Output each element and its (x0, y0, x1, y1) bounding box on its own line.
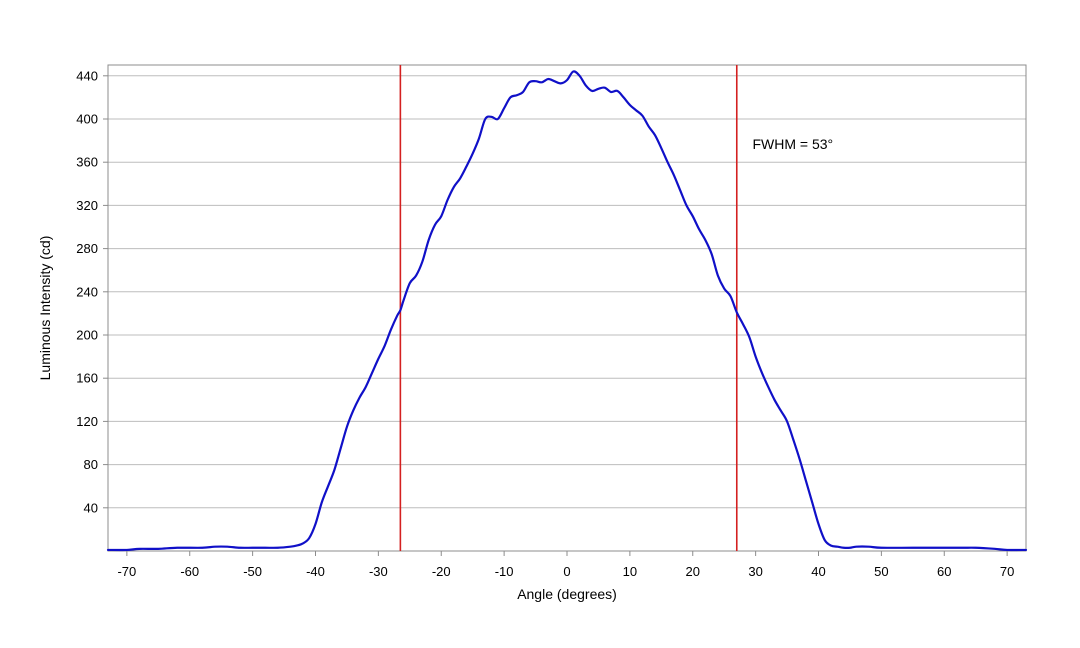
x-tick-label: 20 (686, 564, 700, 579)
x-tick-label: -30 (369, 564, 388, 579)
x-tick-label: 10 (623, 564, 637, 579)
x-tick-label: 0 (563, 564, 570, 579)
y-tick-label: 320 (76, 198, 98, 213)
x-tick-label: 30 (748, 564, 762, 579)
y-tick-label: 80 (84, 457, 98, 472)
x-tick-label: 40 (811, 564, 825, 579)
y-axis-title: Luminous Intensity (cd) (37, 236, 53, 381)
y-tick-label: 360 (76, 155, 98, 170)
y-tick-label: 280 (76, 241, 98, 256)
x-tick-label: -70 (117, 564, 136, 579)
y-tick-label: 200 (76, 328, 98, 343)
x-tick-label: 70 (1000, 564, 1014, 579)
y-tick-label: 400 (76, 112, 98, 127)
y-tick-label: 240 (76, 284, 98, 299)
plot-area-frame (107, 64, 1027, 552)
series-line (106, 70, 1028, 552)
x-axis-title: Angle (degrees) (517, 586, 617, 602)
x-tick-label: -60 (180, 564, 199, 579)
x-axis: -70 -60 -50 -40 -30 -20 -10 0 10 20 30 40 50 60 70 (117, 551, 1014, 579)
x-tick-label: 60 (937, 564, 951, 579)
y-axis: 40 80 120 160 200 240 280 320 360 400 440 (76, 68, 108, 515)
x-tick-label: -50 (243, 564, 262, 579)
x-tick-label: -40 (306, 564, 325, 579)
y-tick-label: 160 (76, 371, 98, 386)
fwhm-markers (399, 65, 738, 551)
x-tick-label: 50 (874, 564, 888, 579)
y-tick-label: 40 (84, 500, 98, 515)
gridlines (108, 75, 1026, 509)
x-tick-label: -10 (495, 564, 514, 579)
y-tick-label: 120 (76, 414, 98, 429)
y-tick-label: 440 (76, 68, 98, 83)
fwhm-annotation: FWHM = 53° (752, 136, 833, 152)
x-tick-label: -20 (432, 564, 451, 579)
